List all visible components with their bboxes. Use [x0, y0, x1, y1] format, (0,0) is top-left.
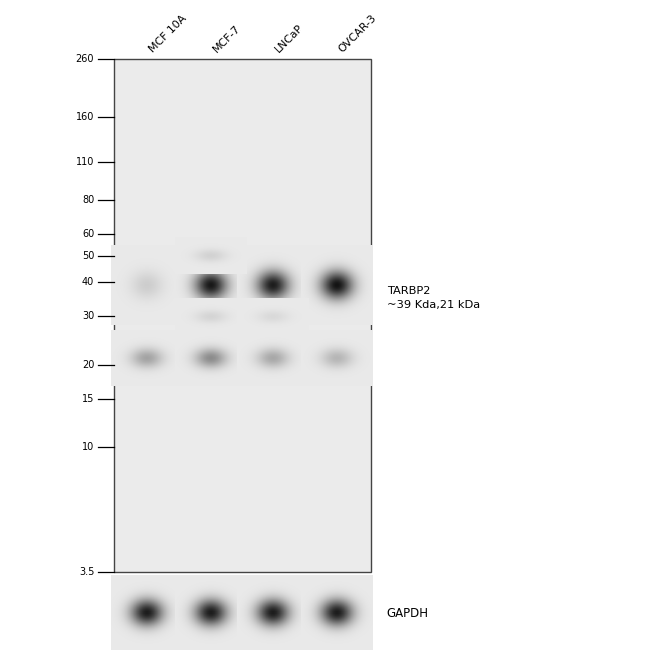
Text: 30: 30: [82, 311, 94, 321]
Text: 3.5: 3.5: [79, 566, 94, 577]
Text: 40: 40: [82, 277, 94, 287]
Text: 10: 10: [82, 442, 94, 452]
Bar: [114, 59, 370, 572]
Text: 60: 60: [82, 229, 94, 239]
Text: LNCaP: LNCaP: [273, 22, 305, 54]
Text: 15: 15: [82, 394, 94, 404]
Text: 50: 50: [82, 251, 94, 260]
Text: 260: 260: [76, 54, 94, 65]
Text: MCF-7: MCF-7: [211, 23, 242, 54]
Text: TARBP2
~39 Kda,21 kDa: TARBP2 ~39 Kda,21 kDa: [387, 286, 480, 311]
Bar: [114, 585, 370, 641]
Text: 160: 160: [76, 112, 94, 122]
Text: 110: 110: [76, 157, 94, 167]
Text: 80: 80: [82, 194, 94, 205]
Text: OVCAR-3: OVCAR-3: [337, 13, 379, 54]
Text: GAPDH: GAPDH: [387, 607, 429, 619]
Text: 20: 20: [82, 360, 94, 369]
Text: MCF 10A: MCF 10A: [147, 13, 188, 54]
